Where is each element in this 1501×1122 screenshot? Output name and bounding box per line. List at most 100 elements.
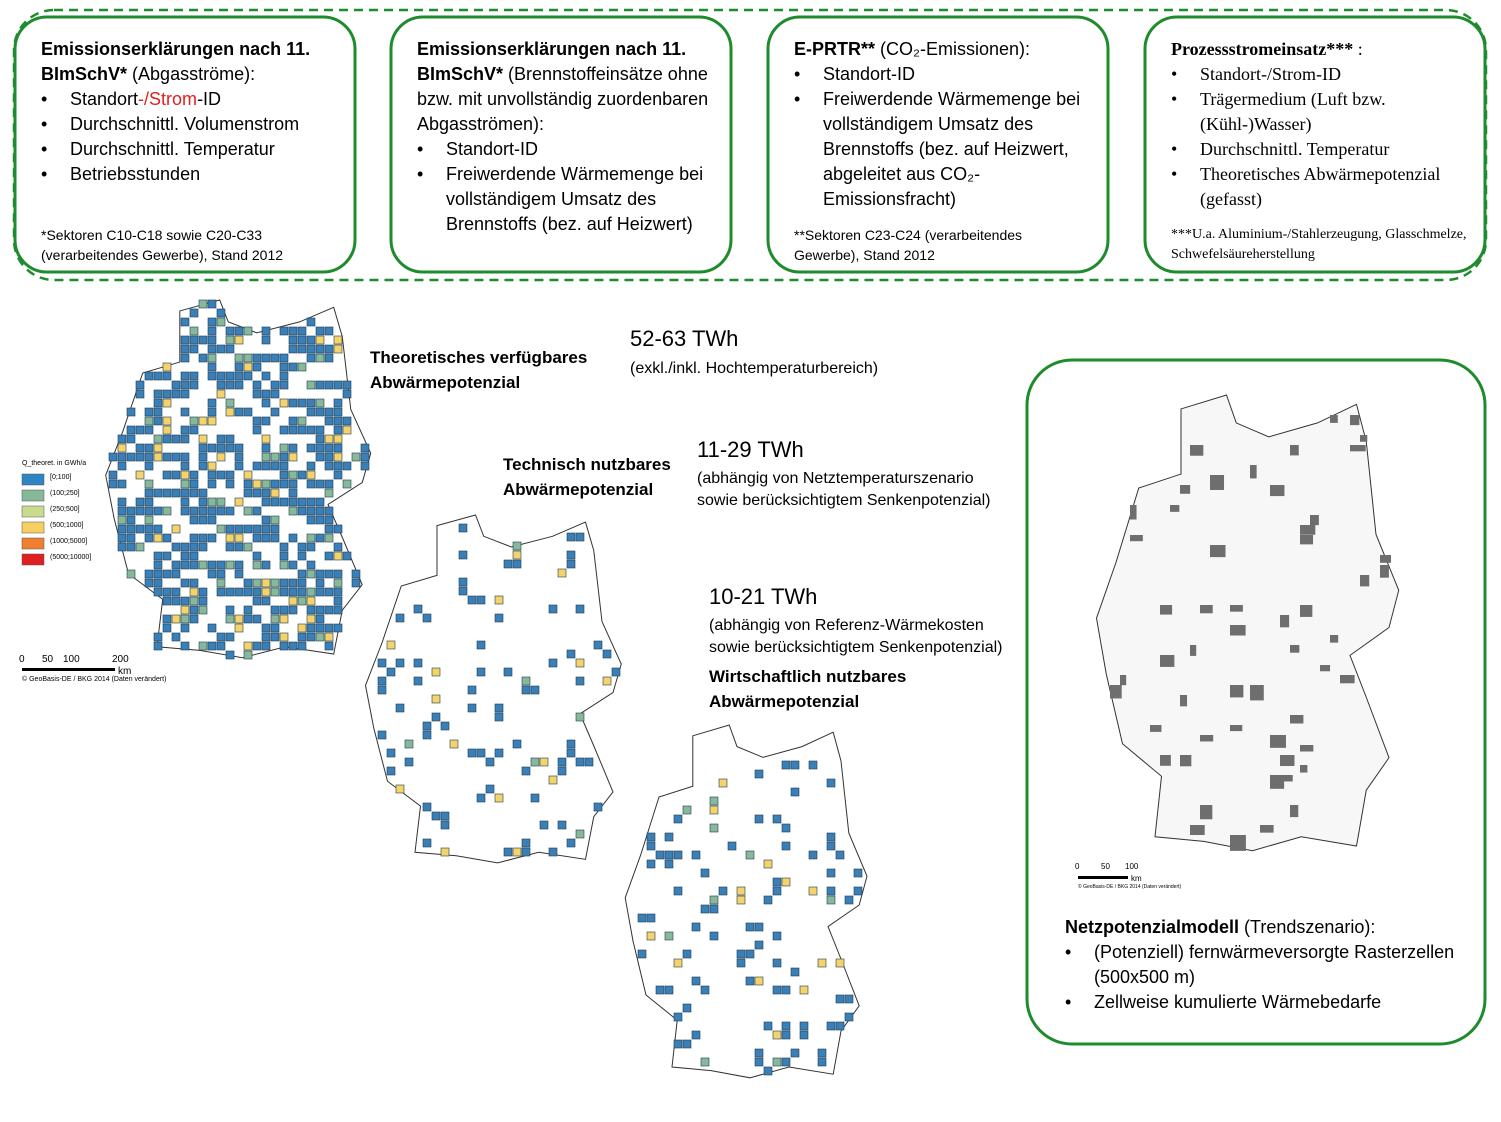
grid-cell <box>261 326 271 336</box>
heat-area <box>1180 485 1191 494</box>
grid-cell <box>306 407 316 417</box>
grid-cell <box>243 578 253 588</box>
grid-cell <box>144 578 154 588</box>
grid-cell <box>225 542 235 552</box>
map-outline <box>105 299 372 659</box>
grid-cell <box>709 904 719 914</box>
grid-cell <box>763 859 773 869</box>
grid-cell <box>781 985 791 995</box>
bullet-item: Standort-ID <box>417 137 709 162</box>
grid-cell <box>126 434 136 444</box>
grid-cell <box>458 586 468 596</box>
grid-cell <box>117 506 127 516</box>
grid-cell <box>458 550 468 560</box>
grid-cell <box>180 353 190 363</box>
grid-cell <box>395 784 405 794</box>
grid-cell <box>494 712 504 722</box>
grid-cell <box>494 595 504 605</box>
grid-cell <box>198 596 208 606</box>
grid-cell <box>781 877 791 887</box>
heat-area <box>1290 805 1299 818</box>
grid-cell <box>126 533 136 543</box>
grid-cell <box>297 542 307 552</box>
grid-cell <box>162 623 172 633</box>
heat-area <box>1320 665 1331 672</box>
heat-area <box>1200 605 1213 614</box>
grid-cell <box>333 605 343 615</box>
heat-area <box>1230 835 1246 851</box>
grid-cell <box>342 416 352 426</box>
grid-cell <box>395 658 405 668</box>
heat-area <box>1270 735 1286 748</box>
grid-cell <box>566 532 576 542</box>
grid-cell <box>799 1030 809 1040</box>
grid-cell <box>342 389 352 399</box>
grid-cell <box>144 506 154 516</box>
grid-cell <box>279 632 289 642</box>
grid-cell <box>252 353 262 363</box>
grid-cell <box>700 1057 710 1067</box>
grid-cell <box>216 371 226 381</box>
grid-cell <box>171 560 181 570</box>
grid-cell <box>135 470 145 480</box>
heat-area <box>1350 415 1360 426</box>
grid-cell <box>261 416 271 426</box>
bullet-item: Freiwerdende Wärmemenge bei vollständige… <box>794 87 1086 212</box>
heat-area <box>1280 615 1290 628</box>
grid-cell <box>306 344 316 354</box>
grid-cell <box>252 425 262 435</box>
heat-area <box>1380 555 1392 563</box>
grid-cell <box>808 760 818 770</box>
grid-cell <box>189 551 199 561</box>
grid-cell <box>153 569 163 579</box>
grid-cell <box>324 461 334 471</box>
grid-cell <box>180 335 190 345</box>
grid-cell <box>333 542 343 552</box>
grid-cell <box>315 443 325 453</box>
grid-cell <box>306 317 316 327</box>
grid-cell <box>261 353 271 363</box>
bullet-item: Durchschnittl. Temperatur <box>41 137 333 162</box>
potential-note: (exkl./inkl. Hochtemperaturbereich) <box>630 358 878 380</box>
grid-cell <box>306 353 316 363</box>
grid-cell <box>826 1021 836 1031</box>
box-subtitle: : <box>1357 39 1363 59</box>
grid-cell <box>189 515 199 525</box>
grid-cell <box>521 847 531 857</box>
grid-cell <box>252 587 262 597</box>
grid-cell <box>162 425 172 435</box>
grid-cell <box>333 524 343 534</box>
label-line: Theoretisches verfügbares <box>370 348 588 367</box>
bullet-item: Trägermedium (Luft bzw. (Kühl-)Wasser) <box>1171 87 1470 137</box>
grid-cell <box>422 802 432 812</box>
grid-cell <box>458 577 468 587</box>
grid-cell <box>333 335 343 345</box>
grid-cell <box>422 613 432 623</box>
box-title: Emissionserklärungen nach 11. BImSchV* <box>417 39 687 84</box>
grid-cell <box>261 578 271 588</box>
grid-cell <box>234 560 244 570</box>
grid-cell <box>261 479 271 489</box>
note-line: (exkl./inkl. Hochtemperaturbereich) <box>630 360 879 377</box>
grid-cell <box>324 326 334 336</box>
grid-cell <box>180 425 190 435</box>
grid-cell <box>207 371 217 381</box>
scale-bar <box>1078 876 1128 879</box>
grid-cell <box>324 434 334 444</box>
grid-cell <box>306 425 316 435</box>
box-content: Emissionserklärungen nach 11. BImSchV* (… <box>15 37 333 187</box>
grid-cell <box>189 533 199 543</box>
grid-cell <box>458 523 468 533</box>
grid-cell <box>234 542 244 552</box>
legend-label: (500;1000] <box>50 522 84 529</box>
grid-cell <box>297 596 307 606</box>
grid-cell <box>207 299 217 309</box>
grid-cell <box>333 470 343 480</box>
grid-cell <box>557 766 567 776</box>
grid-cell <box>108 452 118 462</box>
grid-cell <box>297 425 307 435</box>
scale-tick-label: 0 <box>19 654 25 665</box>
grid-cell <box>180 434 190 444</box>
footnote: ***U.a. Aluminium-/Stahlerzeugung, Glass… <box>1171 227 1467 262</box>
grid-cell <box>216 560 226 570</box>
